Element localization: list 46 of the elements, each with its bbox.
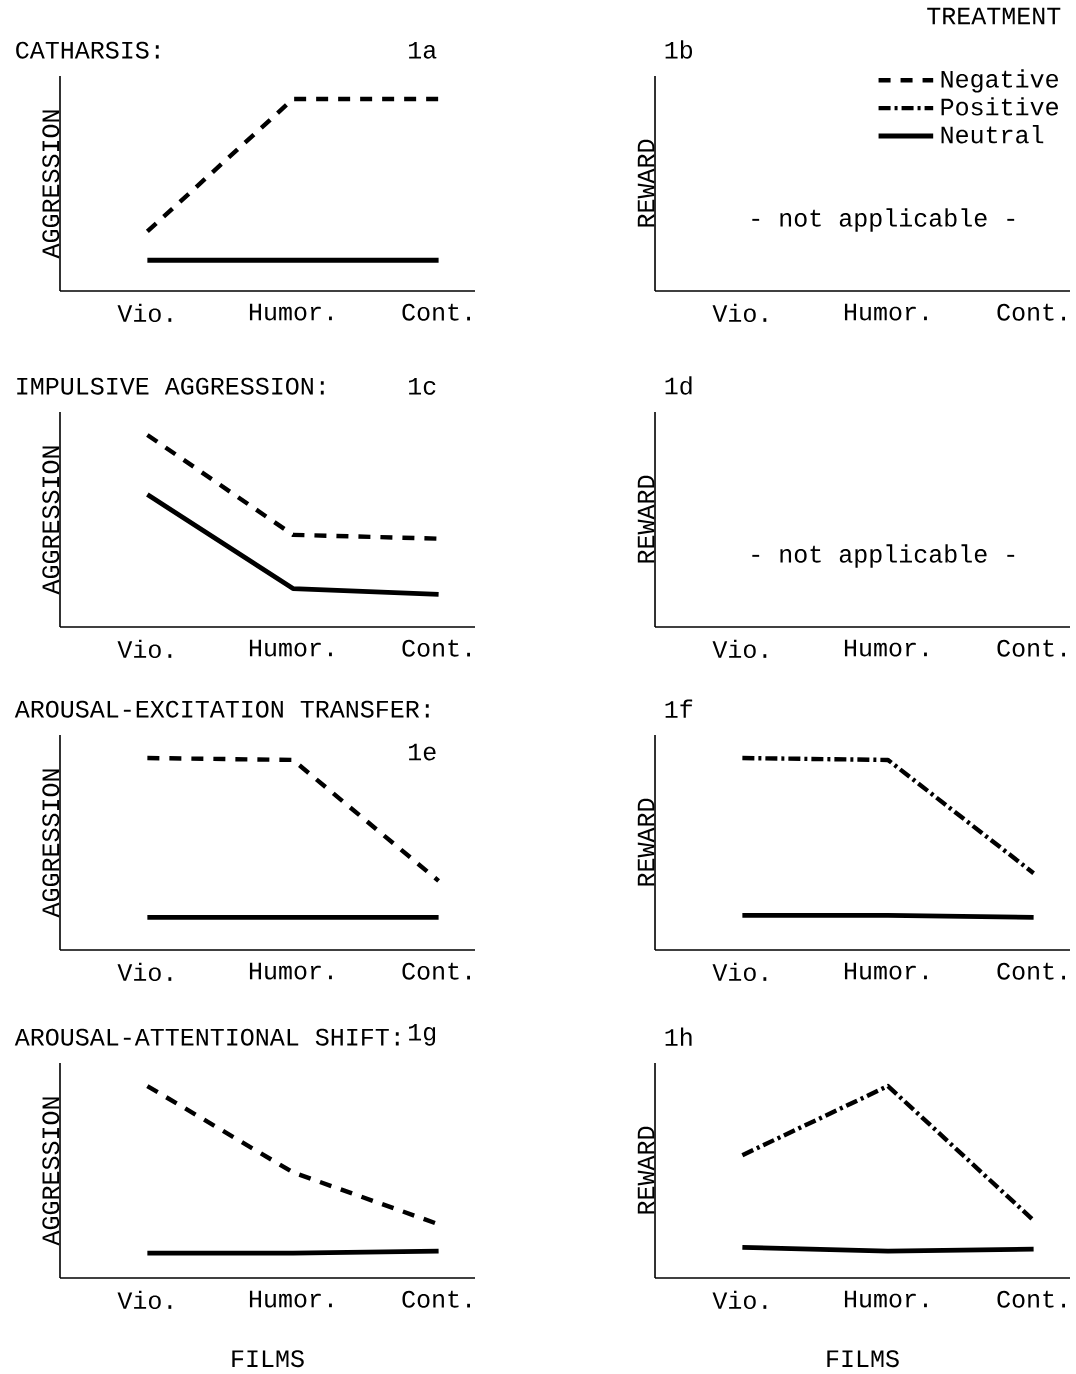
- x-tick-label: Cont.: [997, 1290, 1066, 1308]
- x-tick-label: Humor.: [249, 639, 332, 657]
- text: - not applicable -: [752, 208, 1015, 232]
- x-tick-label: Humor.: [249, 303, 332, 321]
- chart-title: AROUSAL-EXCITATION TRANSFER:: [14, 700, 429, 718]
- x-tick-label: Cont.: [997, 962, 1066, 980]
- x-tick-label: Humor.: [249, 962, 332, 980]
- text: 1h: [665, 1027, 692, 1046]
- x-tick-label: Cont.: [402, 962, 470, 980]
- chart-title: AROUSAL-ATTENTIONAL SHIFT:: [14, 1028, 399, 1046]
- x-axis-title: FILMS: [232, 1350, 304, 1368]
- text: REWARD: [637, 139, 655, 227]
- legend-label: Negative: [941, 69, 1058, 93]
- x-tick-label: Vio.: [117, 639, 172, 659]
- legend-title: TREATMENT: [927, 7, 1061, 25]
- x-tick-label: Vio.: [712, 1290, 767, 1310]
- text: 1d: [665, 376, 692, 395]
- y-axis-title: AGGRESSION: [42, 110, 60, 259]
- y-axis-title: REWARD: [637, 798, 655, 886]
- legend-label: Positive: [941, 97, 1058, 116]
- text: 1g: [409, 1024, 436, 1046]
- x-tick-label: Vio.: [117, 303, 172, 323]
- text: 1b: [665, 40, 693, 59]
- x-tick-label: Vio.: [117, 962, 172, 982]
- text: 1a: [409, 41, 437, 59]
- text: REWARD: [637, 475, 655, 563]
- y-axis-title: REWARD: [637, 1126, 655, 1214]
- x-tick-label: Vio.: [712, 962, 767, 982]
- legend-label: Neutral: [941, 125, 1044, 144]
- text: 1f: [665, 699, 693, 718]
- y-axis-title: AGGRESSION: [42, 446, 60, 595]
- y-axis-title: AGGRESSION: [42, 1097, 60, 1246]
- x-axis-title: FILMS: [827, 1350, 899, 1368]
- x-tick-label: Humor.: [249, 1290, 332, 1308]
- text: - not applicable -: [752, 544, 1015, 568]
- x-tick-label: Humor.: [844, 962, 927, 980]
- annotation: 1e: [409, 743, 436, 761]
- y-axis-title: AGGRESSION: [42, 769, 60, 918]
- x-tick-label: Cont.: [402, 303, 470, 321]
- x-tick-label: Vio.: [117, 1290, 172, 1310]
- chart-title: IMPULSIVE AGGRESSION:: [17, 377, 324, 395]
- text: 1c: [409, 377, 436, 395]
- chart-title: CATHARSIS:: [16, 41, 159, 59]
- x-tick-label: Cont.: [402, 639, 470, 657]
- x-tick-label: Humor.: [844, 1290, 927, 1308]
- x-tick-label: Cont.: [402, 1290, 470, 1308]
